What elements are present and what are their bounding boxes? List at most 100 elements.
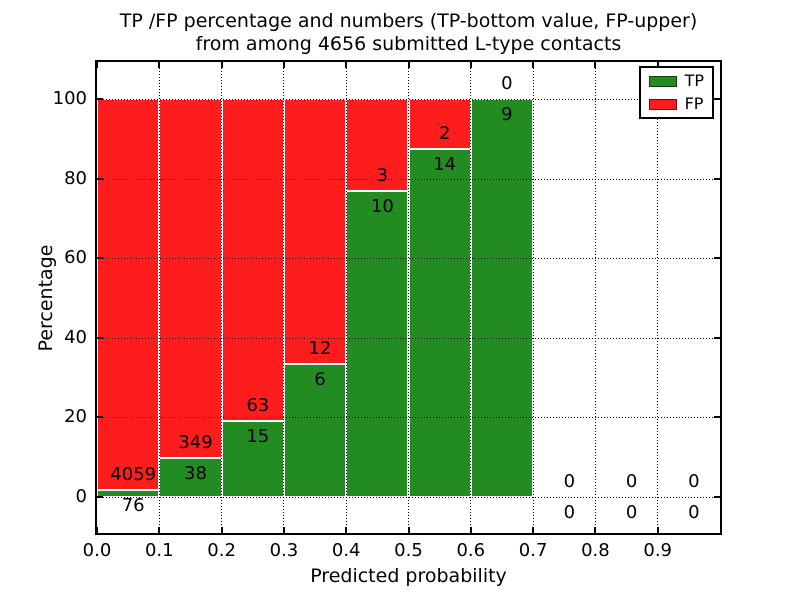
- y-tick-label: 0: [75, 486, 87, 507]
- x-axis-tick-top: [345, 62, 348, 68]
- y-axis-tick: [97, 98, 103, 100]
- vertical-gridline: [283, 62, 285, 533]
- vertical-gridline: [657, 62, 659, 533]
- y-tick-label: 80: [64, 167, 87, 189]
- chart-title-line2: from among 4656 submitted L-type contact…: [195, 33, 622, 55]
- y-axis-tick-right: [714, 336, 720, 339]
- tp-bar-segment: [346, 190, 409, 497]
- fp-bar-segment: [408, 99, 471, 149]
- horizontal-gridline: [97, 258, 720, 260]
- x-axis-tick: [532, 527, 535, 533]
- x-tick-label: 0.8: [581, 540, 610, 561]
- tp-count-label: 10: [370, 195, 394, 217]
- fp-count-label: 63: [246, 394, 270, 416]
- horizontal-gridline: [97, 497, 720, 498]
- vertical-gridline: [532, 62, 534, 533]
- x-axis-tick: [282, 527, 285, 533]
- x-axis-tick-top: [96, 62, 98, 68]
- horizontal-gridline: [97, 99, 720, 100]
- vertical-gridline: [408, 62, 409, 533]
- tp-bar-segment: [470, 99, 534, 497]
- fp-legend-swatch: [648, 98, 677, 110]
- x-tick-label: 0.4: [331, 540, 361, 561]
- tp-count-label: 0: [625, 502, 638, 523]
- x-tick-label: 0.7: [518, 540, 548, 561]
- tp-count-label: 14: [433, 153, 457, 175]
- fp-bar-segment: [346, 99, 409, 191]
- tp-bar-segment: [159, 457, 222, 497]
- y-tick-label: 20: [64, 406, 87, 428]
- tp-count-label: 0: [563, 502, 576, 523]
- y-axis-tick-right: [714, 177, 720, 180]
- legend-entry: TP: [648, 71, 704, 90]
- legend-entry: FP: [648, 94, 704, 113]
- y-axis-tick-right: [714, 496, 720, 498]
- fp-count-label: 4059: [110, 463, 157, 485]
- x-axis-tick-top: [282, 62, 285, 68]
- tp-bar-segment: [97, 489, 160, 497]
- y-axis-tick: [97, 257, 103, 260]
- legend-label: TP: [684, 71, 704, 90]
- x-axis-tick: [96, 527, 98, 533]
- tp-count-label: 38: [184, 462, 207, 484]
- y-axis-tick: [97, 416, 103, 419]
- x-tick-label: 0.5: [394, 540, 423, 561]
- fp-count-label: 0: [501, 73, 513, 94]
- x-axis-tick-top: [158, 62, 161, 68]
- x-axis-tick: [220, 527, 223, 533]
- y-tick-label: 40: [64, 326, 87, 348]
- fp-count-label: 3: [376, 164, 389, 186]
- x-axis-tick: [345, 527, 348, 533]
- tp-bar-segment: [408, 148, 471, 498]
- y-tick-label: 60: [64, 247, 87, 269]
- vertical-gridline: [345, 62, 347, 533]
- x-axis-tick: [158, 527, 161, 533]
- horizontal-gridline: [97, 178, 720, 180]
- vertical-gridline: [470, 62, 472, 533]
- tp-bar-segment: [221, 420, 284, 497]
- horizontal-gridline: [97, 337, 720, 339]
- y-axis-tick-right: [714, 98, 720, 100]
- plot-area: TP FP 4059 76 349 38 63 15 12 6 3 10 2 14 0 9 0 0 0 0 0 0: [95, 60, 722, 535]
- fp-count-label: 2: [438, 122, 451, 144]
- y-axis-tick-right: [714, 416, 720, 419]
- tp-count-label: 76: [121, 494, 145, 516]
- x-tick-label: 0.6: [456, 540, 486, 561]
- x-axis-tick-top: [656, 62, 659, 68]
- fp-bar-segment: [221, 99, 284, 421]
- fp-bar-segment: [97, 99, 160, 490]
- tp-legend-swatch: [648, 75, 677, 87]
- x-axis-tick: [407, 527, 410, 533]
- x-axis-tick-top: [532, 62, 535, 68]
- x-tick-label: 0.3: [269, 540, 299, 561]
- x-axis-tick-top: [594, 62, 597, 68]
- y-axis-tick: [97, 336, 103, 339]
- x-axis-tick: [656, 527, 659, 533]
- x-tick-label: 0.1: [144, 540, 174, 561]
- fp-count-label: 0: [688, 471, 700, 492]
- fp-count-label: 0: [625, 471, 638, 492]
- chart-title-line1: TP /FP percentage and numbers (TP-bottom…: [119, 10, 698, 32]
- tp-count-label: 6: [314, 369, 326, 391]
- fp-count-label: 12: [308, 338, 332, 360]
- legend-label: FP: [684, 94, 704, 113]
- x-tick-label: 0.2: [207, 540, 236, 561]
- fp-bar-segment: [283, 99, 347, 365]
- x-tick-label: 0.9: [643, 540, 673, 561]
- x-axis-tick-top: [220, 62, 223, 68]
- chart-title: TP /FP percentage and numbers (TP-bottom…: [97, 10, 720, 56]
- fp-count-label: 0: [563, 471, 576, 492]
- tp-bar-segment: [283, 364, 347, 497]
- tp-count-label: 0: [688, 502, 700, 523]
- y-axis-tick: [97, 496, 103, 498]
- x-tick-label: 0.0: [82, 540, 112, 561]
- legend: TP FP: [638, 66, 714, 119]
- x-axis-tick: [594, 527, 597, 533]
- vertical-gridline: [594, 62, 596, 533]
- fp-count-label: 349: [178, 431, 213, 453]
- y-tick-label: 100: [52, 88, 87, 109]
- y-axis-tick-right: [714, 257, 720, 260]
- x-axis-tick: [469, 527, 472, 533]
- vertical-gridline: [158, 62, 160, 533]
